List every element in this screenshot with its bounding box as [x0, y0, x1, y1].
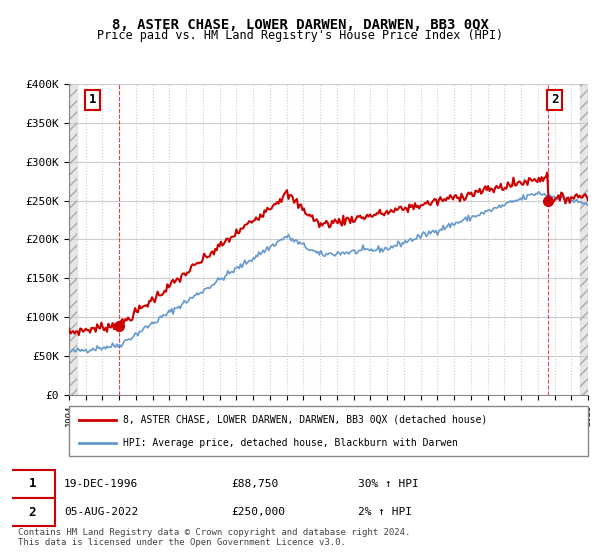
Bar: [69, 84, 77, 395]
Bar: [580, 84, 588, 395]
Bar: [580, 84, 588, 395]
Text: HPI: Average price, detached house, Blackburn with Darwen: HPI: Average price, detached house, Blac…: [124, 438, 458, 448]
FancyBboxPatch shape: [9, 498, 55, 526]
Bar: [69, 84, 77, 395]
Text: 19-DEC-1996: 19-DEC-1996: [64, 479, 138, 489]
Text: 1: 1: [28, 477, 36, 490]
Text: 8, ASTER CHASE, LOWER DARWEN, DARWEN, BB3 0QX: 8, ASTER CHASE, LOWER DARWEN, DARWEN, BB…: [112, 18, 488, 32]
FancyBboxPatch shape: [69, 406, 588, 456]
Text: £88,750: £88,750: [231, 479, 278, 489]
Text: £250,000: £250,000: [231, 507, 285, 517]
Text: Price paid vs. HM Land Registry's House Price Index (HPI): Price paid vs. HM Land Registry's House …: [97, 29, 503, 42]
Text: 2: 2: [551, 94, 559, 106]
Text: 05-AUG-2022: 05-AUG-2022: [64, 507, 138, 517]
Text: 1: 1: [89, 94, 96, 106]
Text: 2% ↑ HPI: 2% ↑ HPI: [358, 507, 412, 517]
FancyBboxPatch shape: [9, 470, 55, 498]
Text: 30% ↑ HPI: 30% ↑ HPI: [358, 479, 418, 489]
Text: 8, ASTER CHASE, LOWER DARWEN, DARWEN, BB3 0QX (detached house): 8, ASTER CHASE, LOWER DARWEN, DARWEN, BB…: [124, 414, 488, 424]
Text: Contains HM Land Registry data © Crown copyright and database right 2024.
This d: Contains HM Land Registry data © Crown c…: [18, 528, 410, 547]
Text: 2: 2: [28, 506, 36, 519]
